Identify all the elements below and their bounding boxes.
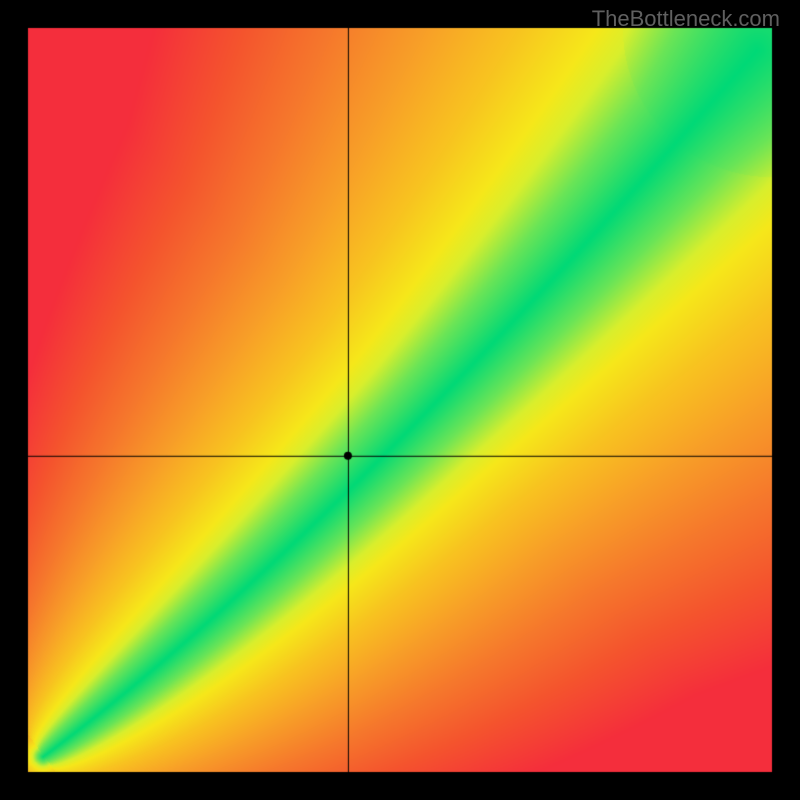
bottleneck-heatmap [0,0,800,800]
chart-container: TheBottleneck.com [0,0,800,800]
watermark-text: TheBottleneck.com [592,6,780,32]
